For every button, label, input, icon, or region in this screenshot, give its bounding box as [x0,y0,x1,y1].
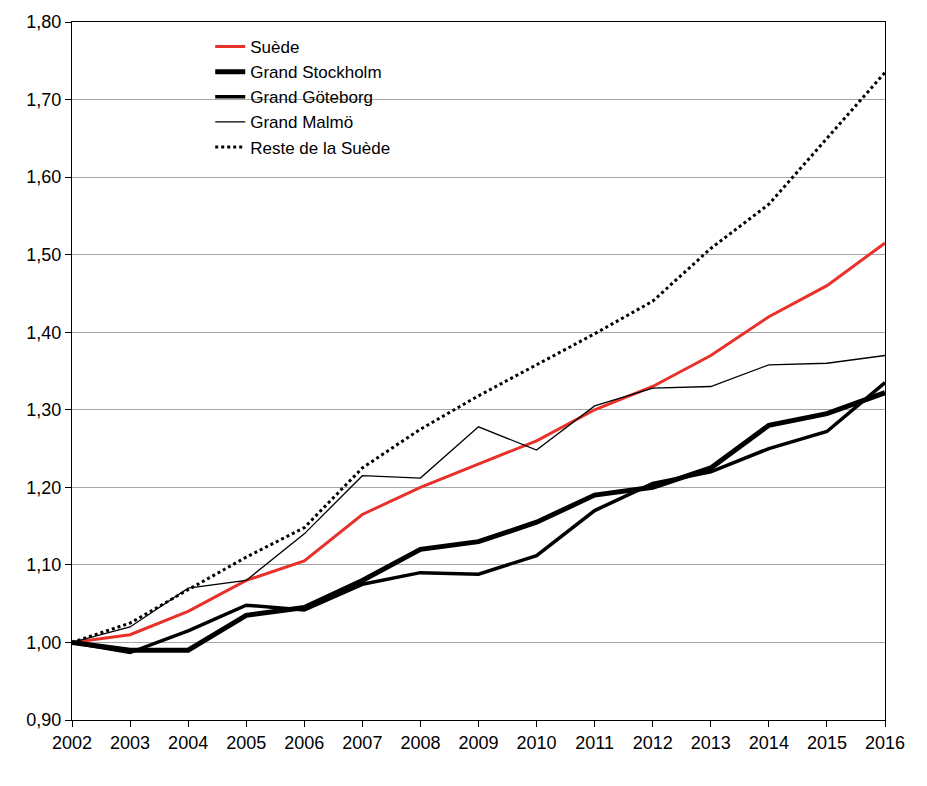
svg-text:Reste de la Suède: Reste de la Suède [250,139,390,158]
svg-text:2002: 2002 [52,733,92,753]
svg-text:1,00: 1,00 [26,633,61,653]
svg-text:2007: 2007 [342,733,382,753]
svg-text:2016: 2016 [865,733,905,753]
svg-text:2010: 2010 [517,733,557,753]
svg-text:2014: 2014 [749,733,789,753]
svg-text:2011: 2011 [575,733,614,753]
svg-text:Grand Malmö: Grand Malmö [250,113,353,132]
svg-text:2015: 2015 [807,733,847,753]
svg-text:Suède: Suède [250,38,299,57]
svg-text:1,60: 1,60 [26,167,61,187]
svg-text:Grand Göteborg: Grand Göteborg [250,88,373,107]
svg-text:2009: 2009 [458,733,498,753]
svg-text:1,80: 1,80 [26,12,61,32]
svg-text:2005: 2005 [226,733,266,753]
svg-text:2006: 2006 [284,733,324,753]
svg-text:2013: 2013 [691,733,731,753]
svg-text:0,90: 0,90 [26,710,61,730]
svg-text:1,20: 1,20 [26,478,61,498]
svg-text:1,70: 1,70 [26,90,61,110]
svg-text:1,40: 1,40 [26,323,61,343]
svg-text:2003: 2003 [110,733,150,753]
svg-text:1,30: 1,30 [26,400,61,420]
svg-text:1,10: 1,10 [26,555,61,575]
svg-text:2012: 2012 [633,733,673,753]
svg-text:1,50: 1,50 [26,245,61,265]
svg-text:Grand Stockholm: Grand Stockholm [250,63,381,82]
svg-text:2004: 2004 [168,733,208,753]
svg-text:2008: 2008 [400,733,440,753]
